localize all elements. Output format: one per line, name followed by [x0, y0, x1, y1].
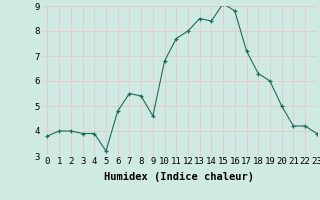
X-axis label: Humidex (Indice chaleur): Humidex (Indice chaleur): [104, 172, 254, 182]
